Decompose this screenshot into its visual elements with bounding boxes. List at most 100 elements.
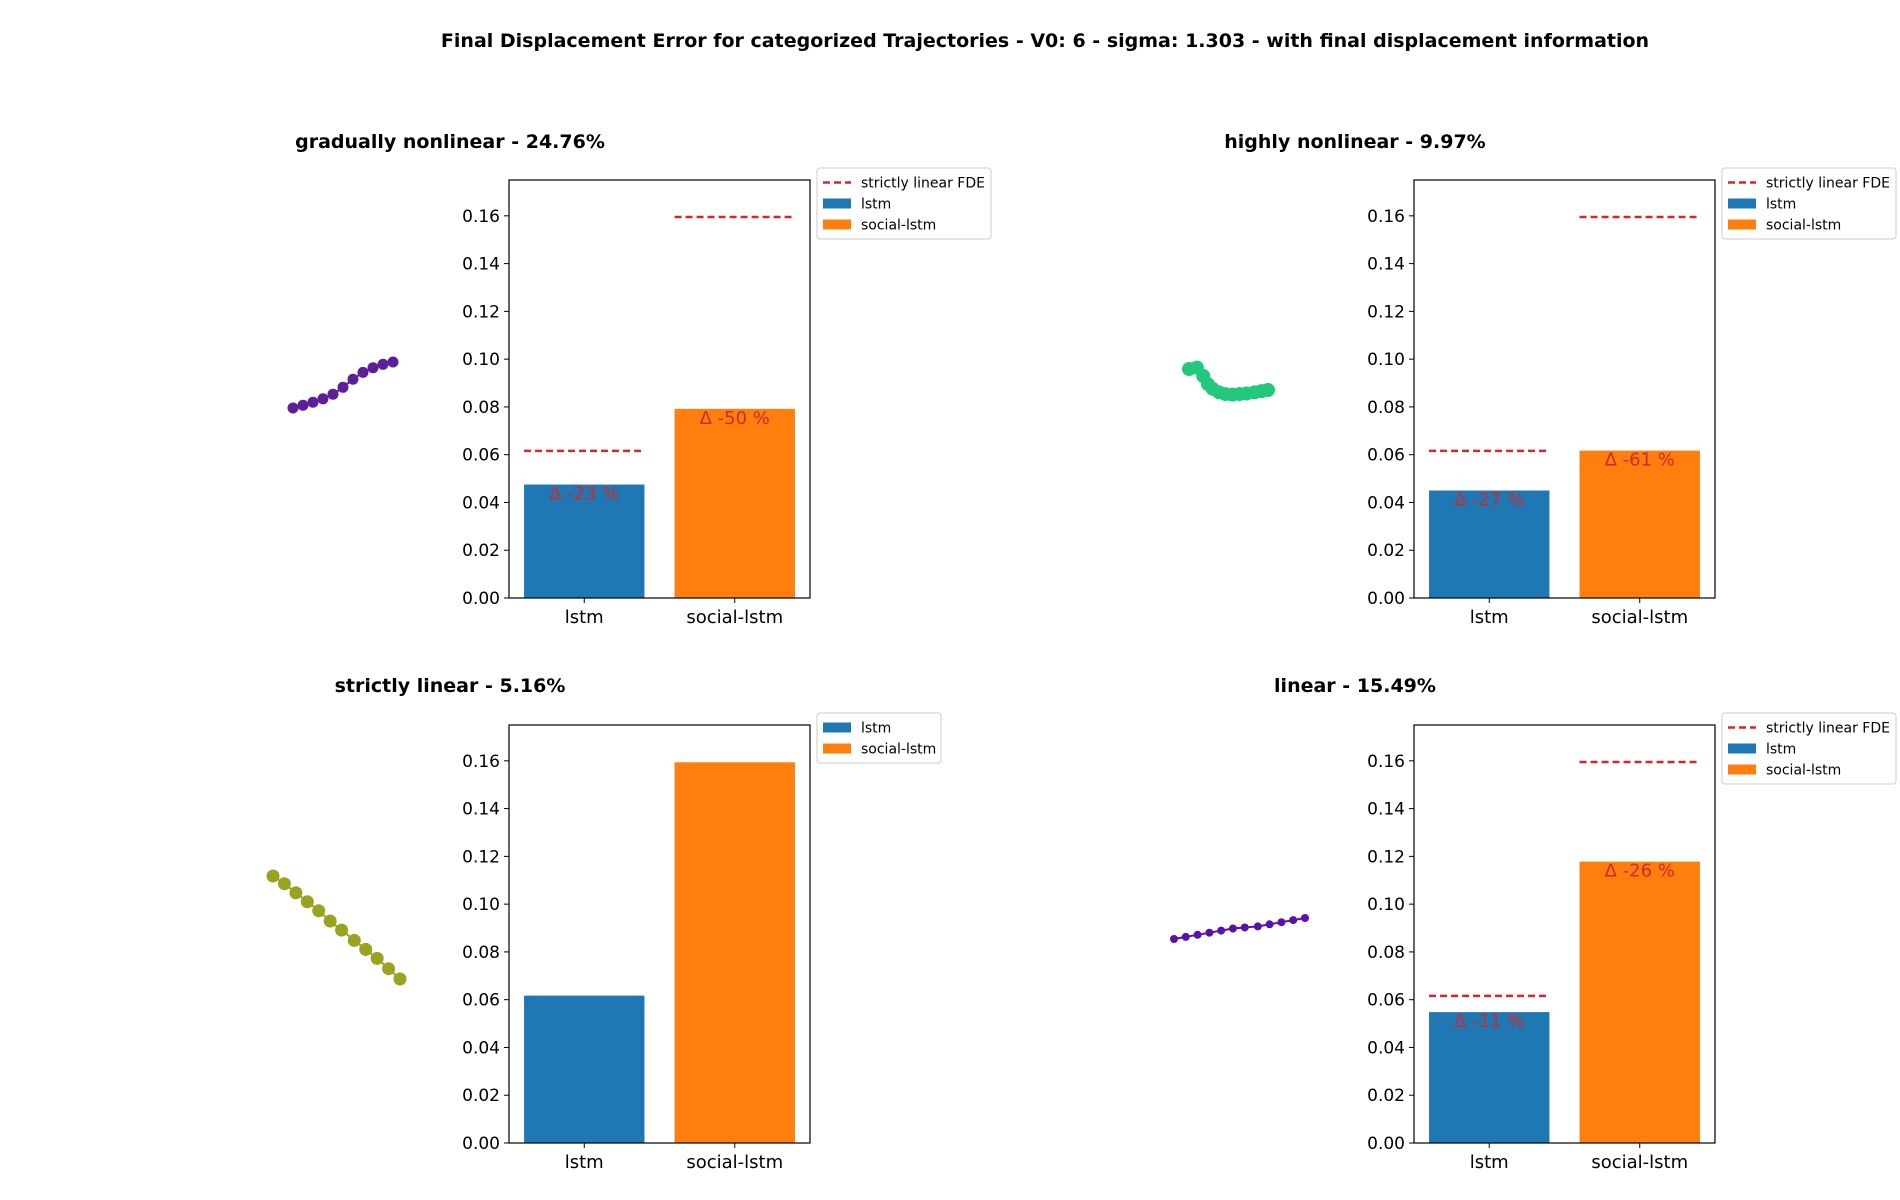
y-tick-label: 0.06 [462, 991, 500, 1011]
trajectory-point [1289, 916, 1298, 925]
trajectory-point [1170, 935, 1178, 943]
x-tick-label: social-lstm [686, 607, 783, 628]
delta-annotation: Δ -27 % [1454, 490, 1524, 511]
trajectory-point [287, 402, 299, 414]
trajectory-point [1261, 383, 1275, 397]
trajectory-point [359, 942, 373, 956]
y-tick-label: 0.10 [462, 350, 500, 370]
trajectory-point [393, 972, 407, 986]
y-tick-label: 0.06 [1367, 991, 1405, 1011]
legend-label: lstm [1766, 742, 1796, 758]
x-tick-label: lstm [1470, 607, 1509, 628]
axes-frame [508, 724, 811, 1144]
y-tick-label: 0.08 [462, 943, 500, 963]
y-tick-label: 0.04 [462, 493, 500, 513]
trajectory-point [367, 362, 379, 374]
legend-label: lstm [861, 197, 891, 213]
subplot-title: linear - 15.49% [1274, 675, 1436, 697]
trajectory-point [335, 923, 349, 937]
trajectory [1170, 914, 1309, 943]
y-tick-label: 0.14 [462, 255, 500, 275]
trajectory-point [297, 399, 309, 411]
y-tick-label: 0.06 [1367, 446, 1405, 466]
bar-lstm [1429, 490, 1550, 598]
subplot-1: gradually nonlinear - 24.76% 0.00 0.02 0.04… [287, 131, 992, 628]
bar-lstm [524, 995, 645, 1143]
legend-swatch [823, 743, 851, 754]
legend-swatch [823, 219, 851, 230]
trajectory-point [266, 869, 280, 883]
legend: lstm social-lstm [816, 712, 942, 764]
trajectory [1182, 360, 1275, 402]
y-tick-label: 0.14 [462, 800, 500, 820]
legend-swatch [1728, 219, 1756, 230]
x-tick-label: lstm [565, 1152, 604, 1173]
x-tick-label: lstm [565, 607, 604, 628]
legend-box [816, 167, 992, 240]
legend-box [1721, 712, 1897, 785]
y-tick-label: 0.12 [462, 302, 500, 322]
delta-annotation: Δ -50 % [700, 408, 770, 429]
y-tick-label: 0.10 [462, 895, 500, 915]
trajectory-line [1173, 917, 1306, 940]
axes-frame [1413, 724, 1716, 1144]
y-tick-label: 0.14 [1367, 255, 1405, 275]
trajectory-point [1253, 922, 1262, 931]
trajectory-point [337, 381, 349, 393]
legend-label: social-lstm [861, 742, 936, 758]
bar-social-lstm [1579, 450, 1700, 598]
trajectory-point [1265, 920, 1274, 929]
subplot-title: strictly linear - 5.16% [335, 675, 566, 697]
delta-annotation: Δ -26 % [1605, 861, 1675, 882]
legend-label: lstm [861, 721, 891, 737]
trajectory-point [327, 388, 339, 400]
trajectory-point [1277, 918, 1286, 927]
delta-annotation: Δ -61 % [1605, 450, 1675, 471]
legend-label: social-lstm [1766, 218, 1841, 234]
y-tick-label: 0.16 [1367, 752, 1405, 772]
y-tick-label: 0.04 [462, 1038, 500, 1058]
subplot-title: highly nonlinear - 9.97% [1224, 131, 1485, 153]
y-tick-label: 0.00 [1367, 589, 1405, 609]
y-tick-label: 0.00 [462, 589, 500, 609]
trajectory-point [382, 962, 396, 976]
bar-lstm [1429, 1012, 1550, 1143]
trajectory-point [312, 904, 326, 918]
legend-label: social-lstm [1766, 763, 1841, 779]
bar-social-lstm [674, 408, 795, 598]
subplot-3: strictly linear - 5.16% 0.00 0.02 0.04 0.06 0… [266, 675, 942, 1173]
trajectory-point [300, 895, 314, 909]
legend-label: strictly linear FDE [1766, 176, 1890, 192]
trajectory-point [377, 358, 389, 370]
legend-swatch [823, 722, 851, 733]
delta-annotation: Δ -23 % [549, 484, 619, 505]
legend: strictly linear FDE lstm social-lstm [1721, 712, 1897, 785]
y-tick-label: 0.16 [462, 207, 500, 227]
y-tick-label: 0.02 [1367, 541, 1405, 561]
trajectory-point [1181, 932, 1190, 941]
y-tick-label: 0.16 [462, 752, 500, 772]
x-tick-label: social-lstm [1591, 607, 1688, 628]
y-tick-label: 0.08 [462, 398, 500, 418]
trajectory-point [289, 886, 303, 900]
subplot-4: linear - 15.49% 0.00 0.02 0.04 0.06 0.08 0.10 0… [1170, 675, 1897, 1173]
trajectory [266, 869, 407, 986]
y-tick-label: 0.12 [462, 847, 500, 867]
legend: strictly linear FDE lstm social-lstm [1721, 167, 1897, 240]
axes-frame [1413, 179, 1716, 599]
legend-label: strictly linear FDE [1766, 721, 1890, 737]
trajectory [287, 356, 399, 414]
trajectory-point [347, 373, 359, 385]
subplot-title: gradually nonlinear - 24.76% [295, 131, 605, 153]
bar-social-lstm [1579, 861, 1700, 1143]
y-tick-label: 0.12 [1367, 847, 1405, 867]
y-tick-label: 0.06 [462, 446, 500, 466]
y-tick-label: 0.10 [1367, 895, 1405, 915]
legend-swatch [1728, 764, 1756, 775]
y-tick-label: 0.04 [1367, 493, 1405, 513]
trajectory-point [357, 366, 369, 378]
legend-swatch [1728, 743, 1756, 754]
trajectory-point [387, 356, 399, 368]
delta-annotation: Δ -11 % [1454, 1011, 1524, 1032]
y-tick-label: 0.08 [1367, 943, 1405, 963]
